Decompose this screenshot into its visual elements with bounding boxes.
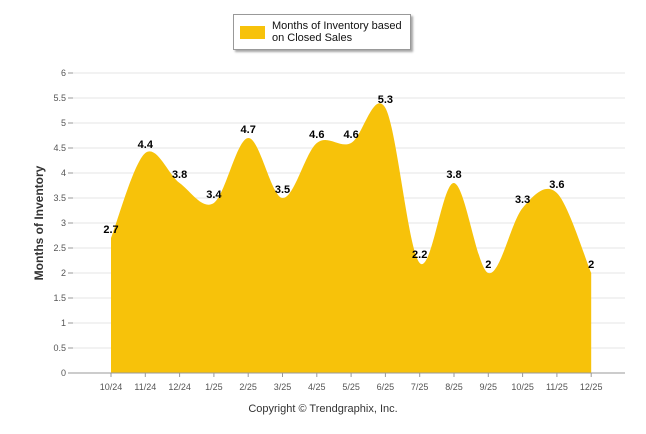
data-label: 2 <box>485 259 491 271</box>
legend[interactable]: Months of Inventory based on Closed Sale… <box>233 14 411 50</box>
x-tick-label: 12/25 <box>580 382 603 392</box>
data-label: 3.3 <box>515 194 530 206</box>
data-label: 2.7 <box>103 224 118 236</box>
x-tick-label: 7/25 <box>411 382 429 392</box>
x-tick-label: 5/25 <box>342 382 360 392</box>
x-tick-label: 2/25 <box>239 382 257 392</box>
data-label: 3.5 <box>275 184 290 196</box>
x-tick-label: 8/25 <box>445 382 463 392</box>
x-tick-label: 10/25 <box>511 382 534 392</box>
legend-label: Months of Inventory based on Closed Sale… <box>272 20 402 44</box>
y-tick-label: 5 <box>61 118 66 128</box>
x-tick-labels: 10/24 11/24 12/24 1/25 2/25 3/25 4/25 5/25 6/25 7… <box>100 373 603 392</box>
series-area <box>111 103 592 374</box>
y-tick-label: 5.5 <box>53 93 66 103</box>
data-label: 2.2 <box>412 249 427 261</box>
data-label: 4.7 <box>241 124 256 136</box>
y-tick-label: 1 <box>61 318 66 328</box>
x-tick-label: 4/25 <box>308 382 326 392</box>
copyright-credit: Copyright © Trendgraphix, Inc. <box>248 403 398 415</box>
x-tick-label: 10/24 <box>100 382 123 392</box>
y-axis-title: Months of Inventory <box>32 165 46 280</box>
y-tick-label: 4 <box>61 168 66 178</box>
data-label: 3.6 <box>549 179 564 191</box>
y-tick-label: 1.5 <box>53 293 66 303</box>
y-tick-label: 2.5 <box>53 243 66 253</box>
x-tick-label: 12/24 <box>168 382 191 392</box>
data-label: 2 <box>588 259 594 271</box>
x-tick-label: 11/24 <box>134 382 156 392</box>
y-tick-labels: 0 0.5 1 1.5 2 2.5 3 3.5 4 4.5 5 5.5 6 <box>53 68 66 378</box>
x-tick-label: 1/25 <box>205 382 223 392</box>
y-tick-label: 2 <box>61 268 66 278</box>
legend-swatch <box>240 25 265 39</box>
y-tick-label: 3.5 <box>53 193 66 203</box>
y-tick-label: 0.5 <box>53 343 66 353</box>
x-tick-label: 11/25 <box>546 382 568 392</box>
x-tick-label: 3/25 <box>274 382 292 392</box>
y-tick-label: 3 <box>61 218 66 228</box>
x-tick-label: 9/25 <box>480 382 498 392</box>
y-tick-label: 0 <box>61 368 66 378</box>
data-label: 4.6 <box>309 129 324 141</box>
y-tick-label: 4.5 <box>53 143 66 153</box>
data-labels: 2.7 4.4 3.8 3.4 4.7 3.5 4.6 4.6 5.3 2.2 3.8 2 3.3 3.6… <box>103 94 594 271</box>
data-label: 3.8 <box>446 169 461 181</box>
x-tick-label: 6/25 <box>377 382 395 392</box>
area-series-months-of-inventory[interactable] <box>111 103 592 374</box>
data-label: 4.4 <box>138 139 154 151</box>
y-tick-label: 6 <box>61 68 66 78</box>
data-label: 3.4 <box>206 189 222 201</box>
data-label: 4.6 <box>343 129 358 141</box>
data-label: 5.3 <box>378 94 393 106</box>
data-label: 3.8 <box>172 169 187 181</box>
